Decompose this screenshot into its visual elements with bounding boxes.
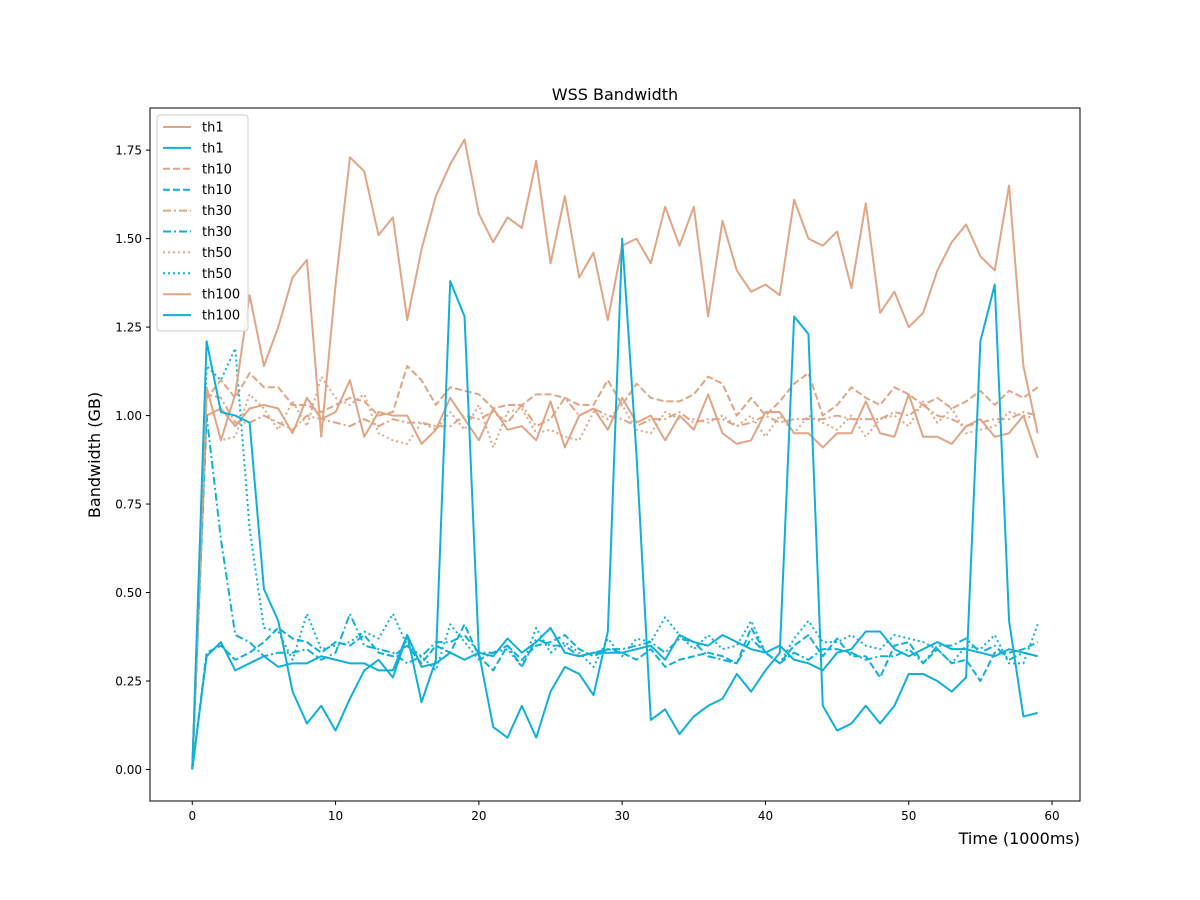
legend-label: th10 bbox=[202, 162, 232, 177]
x-axis-label: Time (1000ms) bbox=[958, 829, 1080, 848]
series-line-th100-orange bbox=[191, 138, 1039, 770]
y-tick-label: 1.75 bbox=[115, 144, 142, 158]
legend-label: th100 bbox=[202, 288, 240, 303]
series-line-th1-cyan bbox=[191, 626, 1038, 770]
plot-area bbox=[191, 138, 1039, 770]
x-tick-label: 40 bbox=[758, 809, 773, 823]
x-tick-label: 50 bbox=[901, 809, 916, 823]
legend: th1 th1 th10 th10 th30 th30 th50 th50 th100 th100 bbox=[156, 114, 249, 332]
y-tick-label: 0.75 bbox=[115, 498, 142, 512]
series-line-th100-cyan bbox=[191, 237, 1038, 770]
legend-label: th50 bbox=[202, 246, 232, 261]
legend-label: th1 bbox=[202, 121, 224, 136]
series-line-th10-orange bbox=[191, 365, 1039, 770]
series-line-th30-cyan bbox=[191, 414, 1038, 770]
x-tick-label: 60 bbox=[1044, 809, 1059, 823]
y-tick-label: 0.00 bbox=[115, 763, 142, 777]
legend-label: th30 bbox=[202, 225, 232, 240]
x-tick-label: 0 bbox=[188, 809, 196, 823]
legend-label: th50 bbox=[202, 267, 232, 282]
chart-title: WSS Bandwidth bbox=[552, 85, 678, 104]
legend-label: th10 bbox=[202, 183, 232, 198]
y-tick-label: 1.50 bbox=[115, 232, 142, 246]
series-line-th10-cyan bbox=[191, 623, 1039, 770]
legend-label: th30 bbox=[202, 204, 232, 219]
legend-label: th1 bbox=[202, 141, 224, 156]
x-tick-label: 10 bbox=[328, 809, 343, 823]
y-tick-label: 0.50 bbox=[115, 586, 142, 600]
x-tick-label: 30 bbox=[615, 809, 630, 823]
series-line-th50-cyan bbox=[191, 347, 1039, 770]
series-lines bbox=[191, 138, 1039, 770]
x-tick-label: 20 bbox=[471, 809, 486, 823]
y-tick-label: 1.25 bbox=[115, 321, 142, 335]
y-tick-label: 1.00 bbox=[115, 409, 142, 423]
y-axis-label: Bandwidth (GB) bbox=[85, 392, 104, 518]
y-tick-label: 0.25 bbox=[115, 675, 142, 689]
legend-label: th100 bbox=[202, 309, 240, 324]
axes-frame bbox=[149, 107, 1081, 802]
axes: 0 10 20 30 40 50 60 0.00 0.25 0.50 0.75 1.00 1.25 1.5… bbox=[115, 107, 1081, 823]
